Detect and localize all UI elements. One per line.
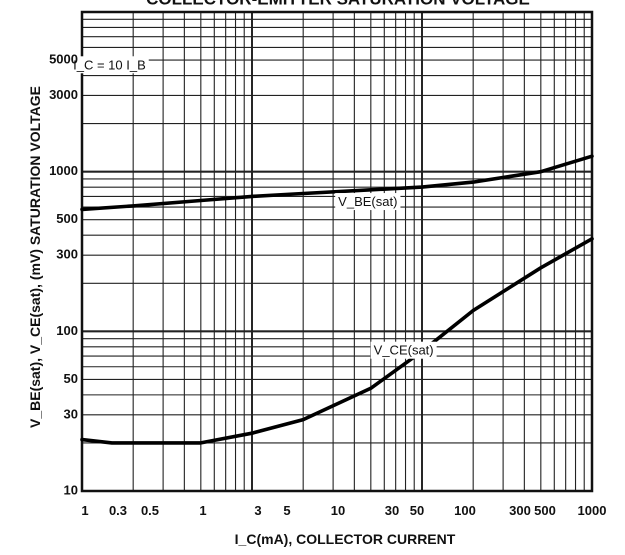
curve-v-ce-sat- — [80, 237, 594, 445]
y-tick-label: 10 — [64, 482, 78, 497]
x-tick-labels: 1 0.3 0.5 1 3 5 10 30 50 100 300 500 1000 — [81, 503, 606, 518]
annotations: I_C = 10 I_B V_BE(sat) V_CE(sat) — [70, 56, 437, 359]
y-tick-labels: 10 30 50 100 300 500 1000 3000 5000 — [49, 52, 78, 498]
x-tick-label: 0.5 — [141, 503, 159, 518]
x-tick-label: 3 — [254, 503, 261, 518]
x-tick-label: 1 — [199, 503, 206, 518]
x-tick-label: 5 — [283, 503, 290, 518]
x-tick-label: 10 — [331, 503, 345, 518]
annotation-label: I_C = 10 I_B — [73, 57, 146, 72]
x-tick-label: 1 — [81, 503, 88, 518]
plot-frame — [80, 10, 594, 493]
x-tick-label: 0.3 — [109, 503, 127, 518]
x-tick-label: 500 — [534, 503, 556, 518]
y-tick-label: 3000 — [49, 87, 78, 102]
y-tick-label: 5000 — [49, 52, 78, 67]
x-tick-label: 30 — [385, 503, 399, 518]
curves — [80, 154, 594, 445]
y-tick-label: 500 — [56, 211, 78, 226]
x-tick-label: 1000 — [578, 503, 607, 518]
y-tick-label: 30 — [64, 406, 78, 421]
y-tick-label: 300 — [56, 247, 78, 262]
x-tick-label: 50 — [410, 503, 424, 518]
x-axis-label: I_C(mA), COLLECTOR CURRENT — [235, 531, 456, 547]
x-tick-label: 300 — [509, 503, 531, 518]
annotation-label: V_CE(sat) — [374, 343, 434, 358]
curve-v-be-sat- — [80, 154, 594, 212]
grid — [81, 11, 593, 492]
annotation-background — [370, 341, 437, 359]
annotation-label: V_BE(sat) — [338, 194, 397, 209]
y-tick-label: 1000 — [49, 163, 78, 178]
annotation-background — [335, 193, 401, 211]
y-tick-label: 100 — [56, 323, 78, 338]
y-tick-label: 50 — [64, 371, 78, 386]
y-axis-label: V_BE(sat), V_CE(sat), (mV) SATURATION VO… — [27, 86, 43, 428]
x-tick-label: 100 — [454, 503, 476, 518]
annotation-background — [70, 56, 149, 74]
chart-title: COLLECTOR-EMITTER SATURATION VOLTAGE — [146, 0, 530, 8]
